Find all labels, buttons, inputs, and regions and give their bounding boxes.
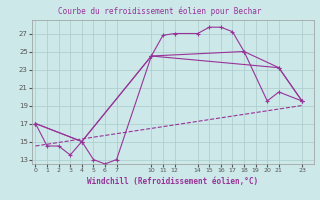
X-axis label: Windchill (Refroidissement éolien,°C): Windchill (Refroidissement éolien,°C) [87, 177, 258, 186]
Text: Courbe du refroidissement éolien pour Bechar: Courbe du refroidissement éolien pour Be… [58, 6, 262, 16]
